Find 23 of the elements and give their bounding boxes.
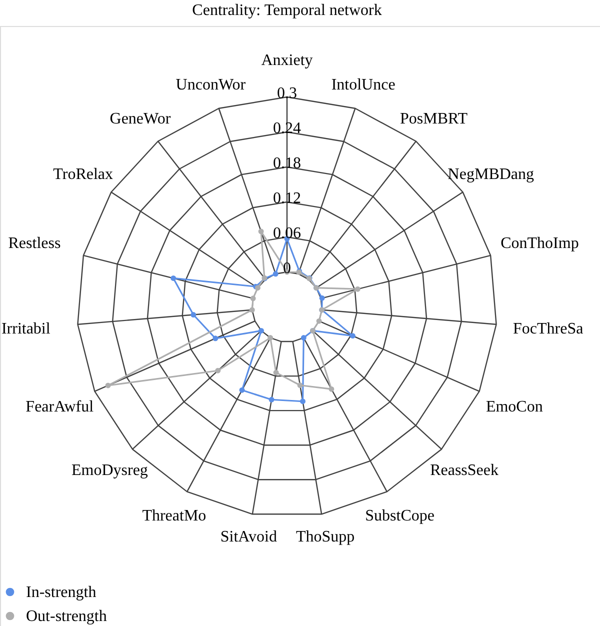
spoke-label: ThoSupp	[296, 528, 355, 546]
spoke-label: TroRelax	[53, 166, 114, 183]
spoke-label: Irritabil	[1, 320, 51, 338]
spoke-label: FocThreSa	[513, 320, 584, 338]
spoke-label: PosMBRT	[400, 110, 468, 128]
spoke-label: UnconWor	[176, 76, 246, 94]
spoke-label: Restless	[8, 235, 61, 252]
spoke-label: SubstCope	[365, 507, 434, 524]
legend-label: Out-strength	[26, 608, 107, 625]
spoke-label: EmoDysreg	[71, 462, 148, 480]
spoke-label: ReassSeek	[430, 462, 499, 480]
spoke-label: Anxiety	[261, 52, 313, 70]
chart-title: Centrality: Temporal network	[192, 2, 382, 19]
spoke-label: EmoCon	[486, 398, 543, 416]
y-tick-label: 0	[283, 260, 291, 277]
spoke-label: SitAvoid	[220, 528, 277, 546]
spoke-label: FearAwful	[26, 398, 94, 416]
spoke-label: IntolUnce	[331, 76, 396, 94]
legend-label: In-strength	[26, 584, 96, 601]
spoke-label: NegMBDang	[448, 166, 534, 183]
spoke-label: ThreatMo	[142, 507, 206, 524]
spoke-label: ConThoImp	[500, 235, 579, 252]
spoke-label: GeneWor	[110, 110, 172, 128]
